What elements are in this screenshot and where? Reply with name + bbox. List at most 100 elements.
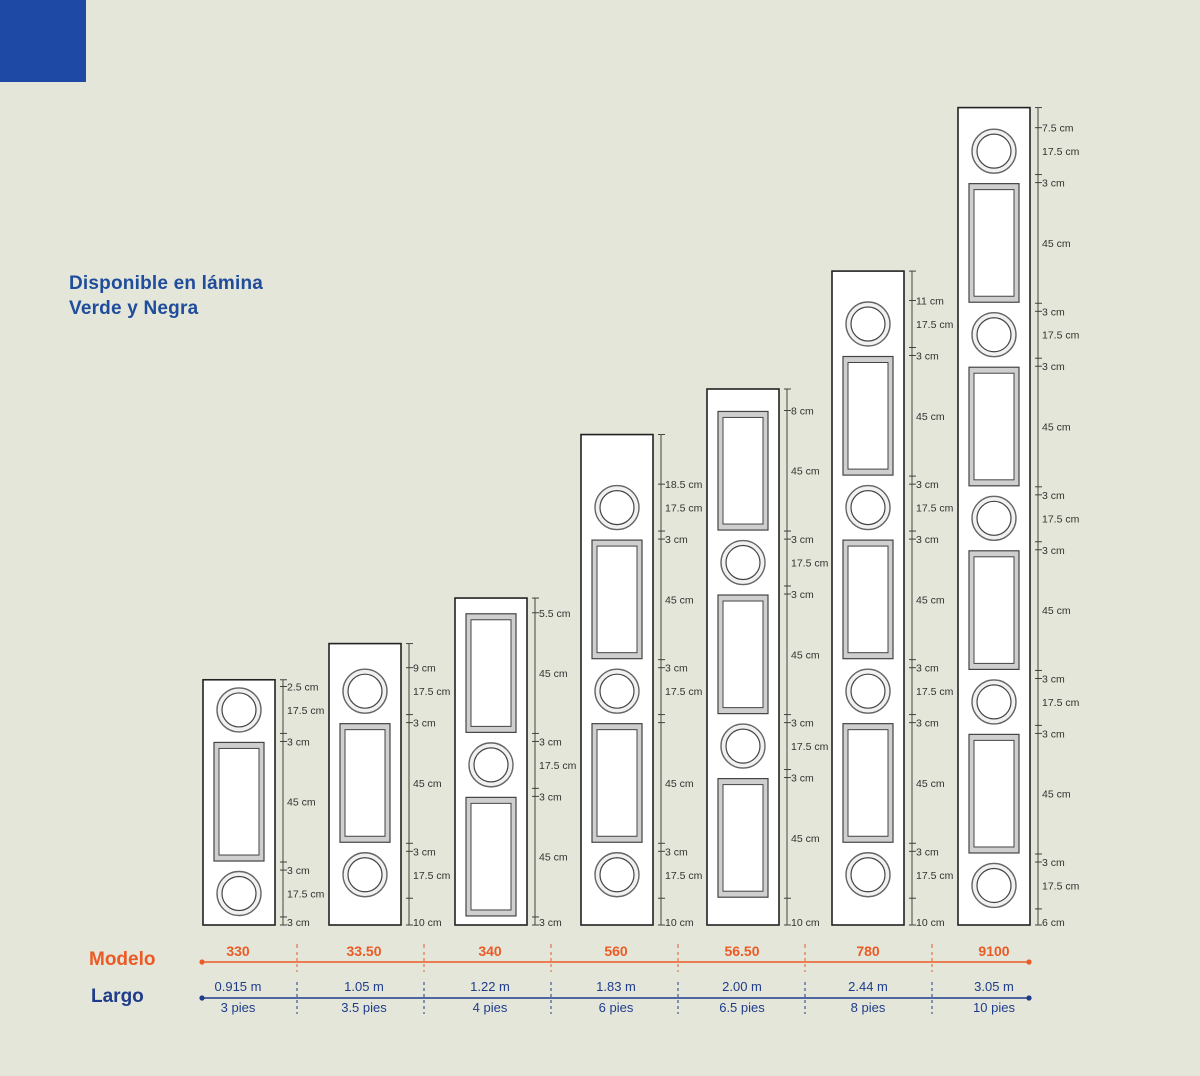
dimension-label: 3 cm [791,773,814,785]
dimension-label: 3 cm [1042,490,1065,502]
reflective-panel-inner [847,362,889,470]
reflective-panel-inner [218,747,260,856]
dimension-label: 8 cm [791,405,814,417]
largo-row-label: Largo [91,986,144,1007]
dimension-label: 3 cm [1042,306,1065,318]
dimension-label: 3 cm [1042,857,1065,869]
dimension-label: 3 cm [791,589,814,601]
length-feet: 3.5 pies [341,1000,387,1015]
dimension-label: 45 cm [413,778,442,790]
dimension-label: 3 cm [287,865,310,877]
reflector-lens [976,317,1012,353]
dimension-label: 18.5 cm [665,479,703,491]
dimension-label: 45 cm [539,852,568,864]
dimension-label: 3 cm [413,718,436,730]
dimension-label: 45 cm [916,778,945,790]
dimension-label: 17.5 cm [1042,513,1080,525]
reflective-panel-inner [973,556,1015,664]
dimension-label: 3 cm [413,846,436,858]
dimension-label: 3 cm [791,534,814,546]
dimension-label: 17.5 cm [413,686,451,698]
dimension-label: 3 cm [916,534,939,546]
dimension-label: 45 cm [791,466,820,478]
length-meters: 1.83 m [596,979,636,994]
reflective-panel-inner [470,802,512,911]
dimension-label: 17.5 cm [791,741,829,753]
reflective-panel-inner [596,545,638,654]
dimension-label: 45 cm [665,594,694,606]
dimension-label: 45 cm [287,797,316,809]
dimension-label: 45 cm [916,411,945,423]
reflective-panel-inner [973,739,1015,848]
dimension-label: 3 cm [1042,545,1065,557]
dimension-label: 3 cm [791,718,814,730]
dimension-label: 10 cm [413,917,442,929]
length-feet: 8 pies [851,1000,886,1015]
reflector-lens [976,500,1012,536]
dimension-label: 9 cm [413,663,436,675]
reflector-lens [850,857,886,893]
reflector-lens [221,692,257,728]
dimension-label: 3 cm [665,534,688,546]
reflective-panel-inner [344,729,386,837]
reflector-lens [347,673,383,709]
modelo-row-label: Modelo [89,949,156,970]
dimension-label: 3 cm [287,917,310,929]
availability-note-line-2: Verde y Negra [69,298,199,319]
dimension-label: 17.5 cm [791,558,829,570]
reflector-lens [976,867,1012,904]
dimension-label: 17.5 cm [665,503,703,515]
dimension-label: 3 cm [539,791,562,803]
reflector-lens [599,857,635,893]
reflector-lens [725,544,761,581]
dimension-label: 3 cm [916,663,939,675]
model-number: 340 [478,943,502,959]
dimension-label: 17.5 cm [413,870,451,882]
model-number: 780 [856,943,880,959]
availability-note-line-1: Disponible en lámina [69,273,264,294]
dimension-label: 17.5 cm [1042,880,1080,892]
dimension-label: 17.5 cm [1042,697,1080,709]
dimension-label: 3 cm [916,479,939,491]
dimension-label: 5.5 cm [539,608,571,620]
dimension-label: 45 cm [791,649,820,661]
dimension-label: 10 cm [791,917,820,929]
reflector-lens [725,728,761,764]
length-meters: 3.05 m [974,979,1014,994]
reflector-lens [599,673,635,709]
model-number: 56.50 [724,943,759,959]
dimension-label: 3 cm [287,736,310,748]
reflector-lens [850,306,886,342]
dimension-label: 45 cm [665,778,694,790]
reflective-panel-inner [847,545,889,654]
dimension-label: 17.5 cm [287,889,325,901]
dimension-label: 17.5 cm [539,760,577,772]
dimension-label: 17.5 cm [1042,330,1080,342]
dimension-label: 3 cm [916,718,939,730]
dimension-label: 45 cm [1042,422,1071,434]
dimension-label: 2.5 cm [287,681,319,693]
dimension-label: 10 cm [665,917,694,929]
dimension-label: 17.5 cm [665,686,703,698]
dimension-label: 17.5 cm [916,686,954,698]
reflector-lens [599,489,635,526]
dimension-label: 3 cm [665,846,688,858]
reflector-lens [850,489,886,526]
reflective-panel-inner [722,600,764,709]
reflector-lens [850,673,886,709]
length-feet: 6.5 pies [719,1000,765,1015]
length-meters: 2.00 m [722,979,762,994]
dimension-label: 6 cm [1042,917,1065,929]
length-feet: 3 pies [221,1000,256,1015]
reflector-lens [221,875,257,912]
dimension-label: 3 cm [916,846,939,858]
dimension-label: 3 cm [916,351,939,363]
reflector-lens [347,857,383,893]
dimension-label: 3 cm [1042,361,1065,373]
dimension-label: 45 cm [791,833,820,845]
model-number: 330 [226,943,250,959]
reflective-panel-inner [470,619,512,727]
reflector-lens [976,684,1012,720]
model-number: 9100 [978,943,1009,959]
